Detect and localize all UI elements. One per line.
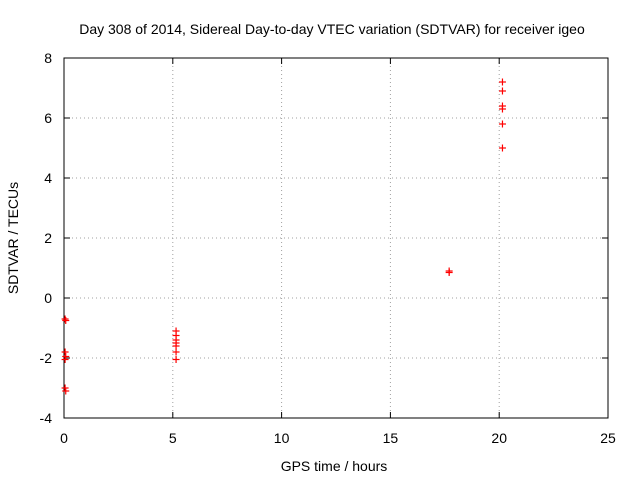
data-point: [445, 267, 453, 275]
grid-lines: [64, 58, 608, 418]
plot-frame: [63, 57, 609, 419]
x-tick-label: 15: [383, 430, 399, 446]
data-point: [172, 342, 180, 350]
y-tick-label: 6: [44, 110, 52, 126]
x-tick-label: 5: [169, 430, 177, 446]
data-points: [61, 78, 506, 395]
x-axis-label: GPS time / hours: [281, 458, 388, 474]
x-tick-label: 0: [60, 430, 68, 446]
data-point: [498, 144, 506, 152]
x-tick-label: 25: [600, 430, 616, 446]
y-tick-labels: -4 -2 0 2 4 6 8: [40, 50, 53, 426]
data-point: [172, 356, 180, 363]
data-point: [61, 384, 69, 392]
y-tick-label: 8: [44, 50, 52, 66]
x-tick-label: 10: [274, 430, 290, 446]
y-tick-label: 0: [44, 290, 52, 306]
y-tick-label: 2: [44, 230, 52, 246]
data-point: [62, 317, 70, 324]
y-axis-label: SDTVAR / TECUs: [5, 182, 21, 294]
data-point: [62, 353, 70, 360]
data-point: [498, 78, 506, 86]
data-point: [498, 105, 506, 113]
data-point: [61, 315, 69, 323]
data-point: [498, 120, 506, 128]
y-tick-label: -2: [40, 350, 53, 366]
chart-title: Day 308 of 2014, Sidereal Day-to-day VTE…: [79, 21, 585, 37]
data-point: [61, 348, 69, 356]
x-tick-labels: 0 5 10 15 20 25: [60, 430, 616, 446]
data-point: [62, 387, 70, 395]
data-point: [172, 348, 180, 356]
data-point: [61, 356, 69, 363]
x-tick-label: 20: [491, 430, 507, 446]
data-point: [498, 87, 506, 95]
y-tick-label: -4: [40, 410, 53, 426]
y-tick-label: 4: [44, 170, 52, 186]
